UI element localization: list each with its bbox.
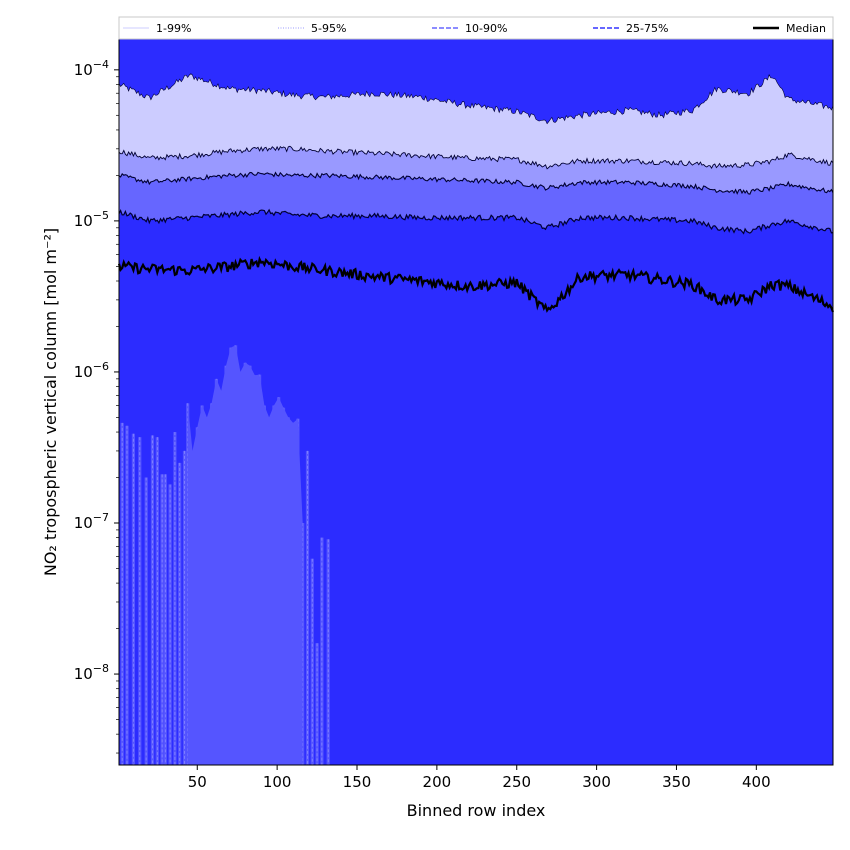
- x-tick-label: 150: [343, 773, 372, 791]
- band-10-90: [119, 172, 833, 234]
- y-tick-label: 10−8: [74, 662, 109, 683]
- legend-box: [118, 16, 834, 40]
- x-tick-label: 100: [263, 773, 292, 791]
- band-5-95: [119, 146, 833, 195]
- legend: 1-99% 5-95% 10-90% 25-75% Median: [118, 16, 834, 40]
- p10-spike: [150, 435, 155, 765]
- y-tick-label: 10−7: [74, 511, 109, 532]
- x-axis-label: Binned row index: [407, 801, 546, 820]
- legend-label: 5-95%: [311, 22, 346, 35]
- band-1-99: [119, 73, 833, 169]
- y-tick-label: 10−6: [74, 360, 109, 381]
- series-line-p99: [118, 73, 834, 125]
- x-tick-label: 350: [662, 773, 691, 791]
- legend-label: 1-99%: [156, 22, 191, 35]
- series-line-p95: [118, 145, 834, 170]
- series-line-p75: [118, 208, 834, 235]
- x-tick-label: 50: [188, 773, 207, 791]
- p10-spike: [144, 477, 148, 765]
- series-line-p90: [118, 171, 834, 195]
- p10-spike: [310, 558, 314, 765]
- y-tick-label: 10−5: [74, 209, 109, 230]
- legend-label: Median: [786, 22, 826, 35]
- p10-spike: [155, 437, 159, 765]
- x-tick-label: 250: [502, 773, 531, 791]
- legend-label: 10-90%: [465, 22, 507, 35]
- p10-spike: [320, 537, 324, 765]
- y-axis-label: NO₂ tropospheric vertical column [mol m⁻…: [41, 228, 60, 576]
- series-line-median: [117, 255, 835, 313]
- plot-area: [117, 39, 835, 765]
- p10-spike: [138, 437, 142, 765]
- legend-label: 25-75%: [626, 22, 668, 35]
- x-tick-label: 300: [582, 773, 611, 791]
- x-tick-label: 400: [742, 773, 771, 791]
- p10-region: [187, 345, 303, 765]
- x-tick-label: 200: [423, 773, 452, 791]
- p10-spike: [125, 425, 129, 765]
- y-tick-label: 10−4: [74, 58, 109, 79]
